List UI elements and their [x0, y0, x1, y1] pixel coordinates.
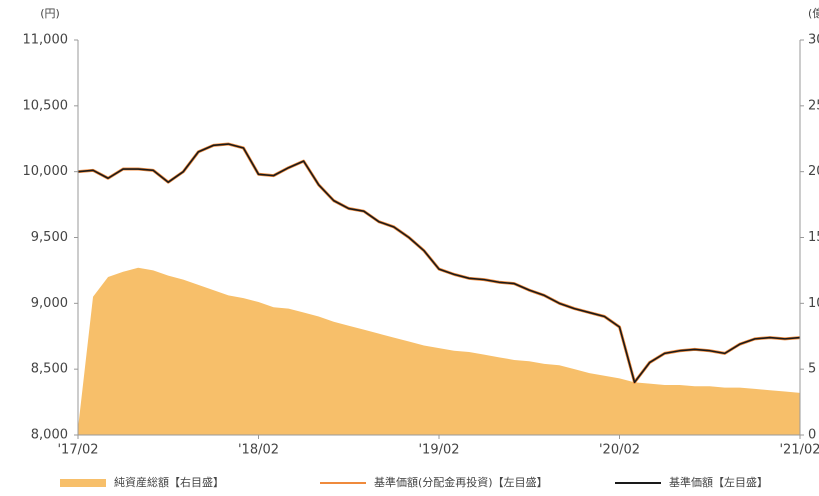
- y-tick-label: 9,500: [31, 230, 68, 245]
- y2-tick-label: 15: [808, 230, 819, 245]
- y-tick-label: 8,500: [31, 362, 68, 377]
- legend-label: 基準価額(分配金再投資)【左目盛】: [374, 475, 548, 489]
- y-tick-label: 10,000: [23, 164, 69, 179]
- x-tick-label: '20/02: [599, 443, 640, 458]
- y2-tick-label: 25: [808, 98, 819, 113]
- y-axis-label: (円): [40, 7, 60, 20]
- y-tick-label: 8,000: [31, 428, 68, 443]
- x-tick-label: '21/02: [779, 443, 819, 458]
- y-tick-label: 10,500: [23, 98, 69, 113]
- y-tick-label: 9,000: [31, 296, 68, 311]
- area: [78, 267, 800, 435]
- x-tick-label: '19/02: [418, 443, 459, 458]
- y2-tick-label: 30: [808, 33, 819, 48]
- line: [77, 143, 801, 384]
- y2-tick-label: 0: [808, 428, 816, 443]
- y2-tick-label: 20: [808, 164, 819, 179]
- x-tick-label: '17/02: [57, 443, 98, 458]
- legend-label: 純資産総額【右目盛】: [114, 475, 224, 489]
- legend-label: 基準価額【左目盛】: [669, 475, 768, 489]
- x-tick-label: '18/02: [238, 443, 279, 458]
- legend-swatch: [60, 479, 106, 487]
- y-tick-label: 11,000: [23, 33, 69, 48]
- y2-tick-label: 10: [808, 296, 819, 311]
- y2-axis-label: (億円): [808, 7, 819, 20]
- y2-tick-label: 5: [808, 362, 816, 377]
